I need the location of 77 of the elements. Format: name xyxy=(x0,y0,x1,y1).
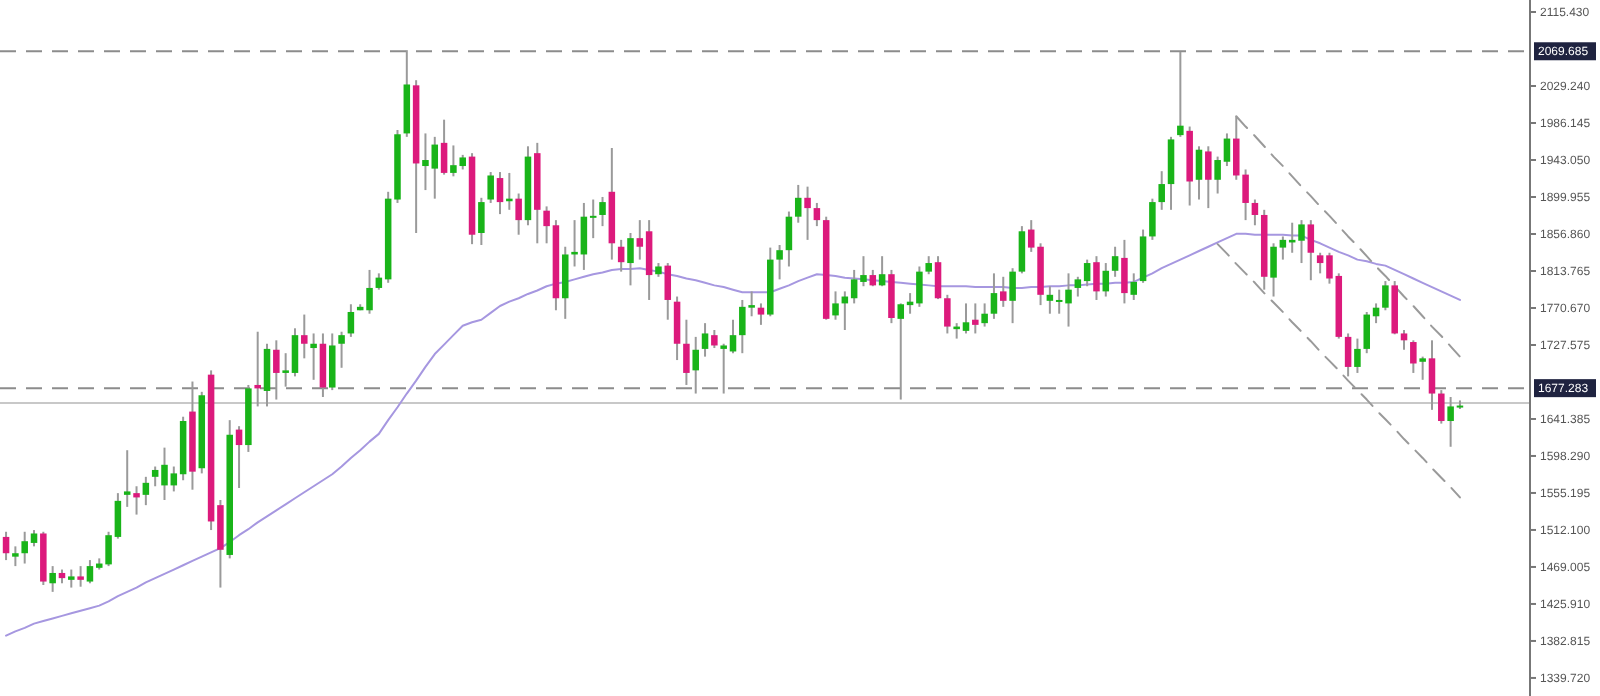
candlestick xyxy=(561,245,569,320)
candlestick xyxy=(627,232,634,287)
candlestick xyxy=(757,302,765,326)
candlestick xyxy=(972,302,979,335)
candlestick xyxy=(487,171,494,204)
candlestick xyxy=(711,329,718,350)
candlestick xyxy=(925,255,932,276)
candlestick xyxy=(1428,339,1436,411)
candlestick xyxy=(692,335,699,395)
candlestick xyxy=(990,272,998,320)
candlestick xyxy=(645,219,653,301)
candlestick xyxy=(12,545,19,568)
candlestick xyxy=(496,171,504,216)
candlestick xyxy=(813,201,821,228)
candlestick xyxy=(68,568,75,589)
candlestick xyxy=(273,339,280,401)
candlestick xyxy=(478,196,485,247)
candlestick xyxy=(1000,275,1007,308)
candlestick xyxy=(1205,145,1212,210)
candlestick xyxy=(263,342,271,408)
candlestick xyxy=(1251,198,1259,227)
candlestick xyxy=(1410,339,1417,374)
candlestick xyxy=(347,303,355,338)
candlestick xyxy=(319,332,327,398)
candlestick xyxy=(1400,329,1408,351)
candlestick xyxy=(1046,285,1054,315)
candlestick xyxy=(1158,170,1165,211)
candlestick xyxy=(1438,389,1445,425)
candlestick xyxy=(2,530,10,562)
candlestick xyxy=(1354,337,1361,374)
candlestick xyxy=(1195,145,1203,201)
candlestick xyxy=(1121,238,1128,305)
candlestick xyxy=(599,195,606,228)
candlestick xyxy=(832,290,839,321)
candlestick xyxy=(683,318,690,386)
candlestick xyxy=(785,210,793,268)
candlestick xyxy=(1009,267,1016,325)
candlestick xyxy=(701,322,709,358)
candlestick xyxy=(1093,255,1100,301)
candlestick xyxy=(440,118,448,176)
candlestick xyxy=(944,293,951,335)
candlestick xyxy=(1149,197,1156,241)
candlestick xyxy=(1018,225,1026,275)
candlestick xyxy=(934,255,942,301)
candlestick xyxy=(981,302,988,328)
candlestick xyxy=(515,192,522,236)
candlestick xyxy=(328,332,336,392)
candlestick xyxy=(1102,262,1110,298)
candlestick xyxy=(49,565,56,593)
candlestick xyxy=(77,565,84,588)
candlestick xyxy=(664,262,672,321)
candlestick xyxy=(1419,355,1426,381)
candlestick xyxy=(888,268,895,325)
candlestick xyxy=(897,302,905,401)
candlestick xyxy=(1344,332,1352,378)
candlestick xyxy=(804,185,811,241)
candlestick xyxy=(1382,280,1389,312)
candlestick xyxy=(1167,135,1175,211)
candlestick xyxy=(142,475,150,507)
candlestick xyxy=(1177,50,1184,138)
candlestick xyxy=(133,485,140,516)
candlestick xyxy=(878,255,886,288)
candlestick xyxy=(301,313,308,360)
candlestick xyxy=(123,449,131,508)
candlestick xyxy=(338,330,345,369)
candlestick xyxy=(1307,219,1315,282)
candlestick xyxy=(673,295,681,362)
candlestick xyxy=(310,332,317,381)
candlestick xyxy=(1111,245,1119,278)
candlestick xyxy=(1242,168,1249,222)
candlestick xyxy=(794,183,802,224)
candlestick xyxy=(254,330,261,408)
candlestick xyxy=(1363,310,1371,355)
candlestick xyxy=(1139,228,1147,284)
candlestick xyxy=(1130,272,1138,301)
candlestick xyxy=(776,244,783,281)
candlestick xyxy=(1083,258,1091,288)
